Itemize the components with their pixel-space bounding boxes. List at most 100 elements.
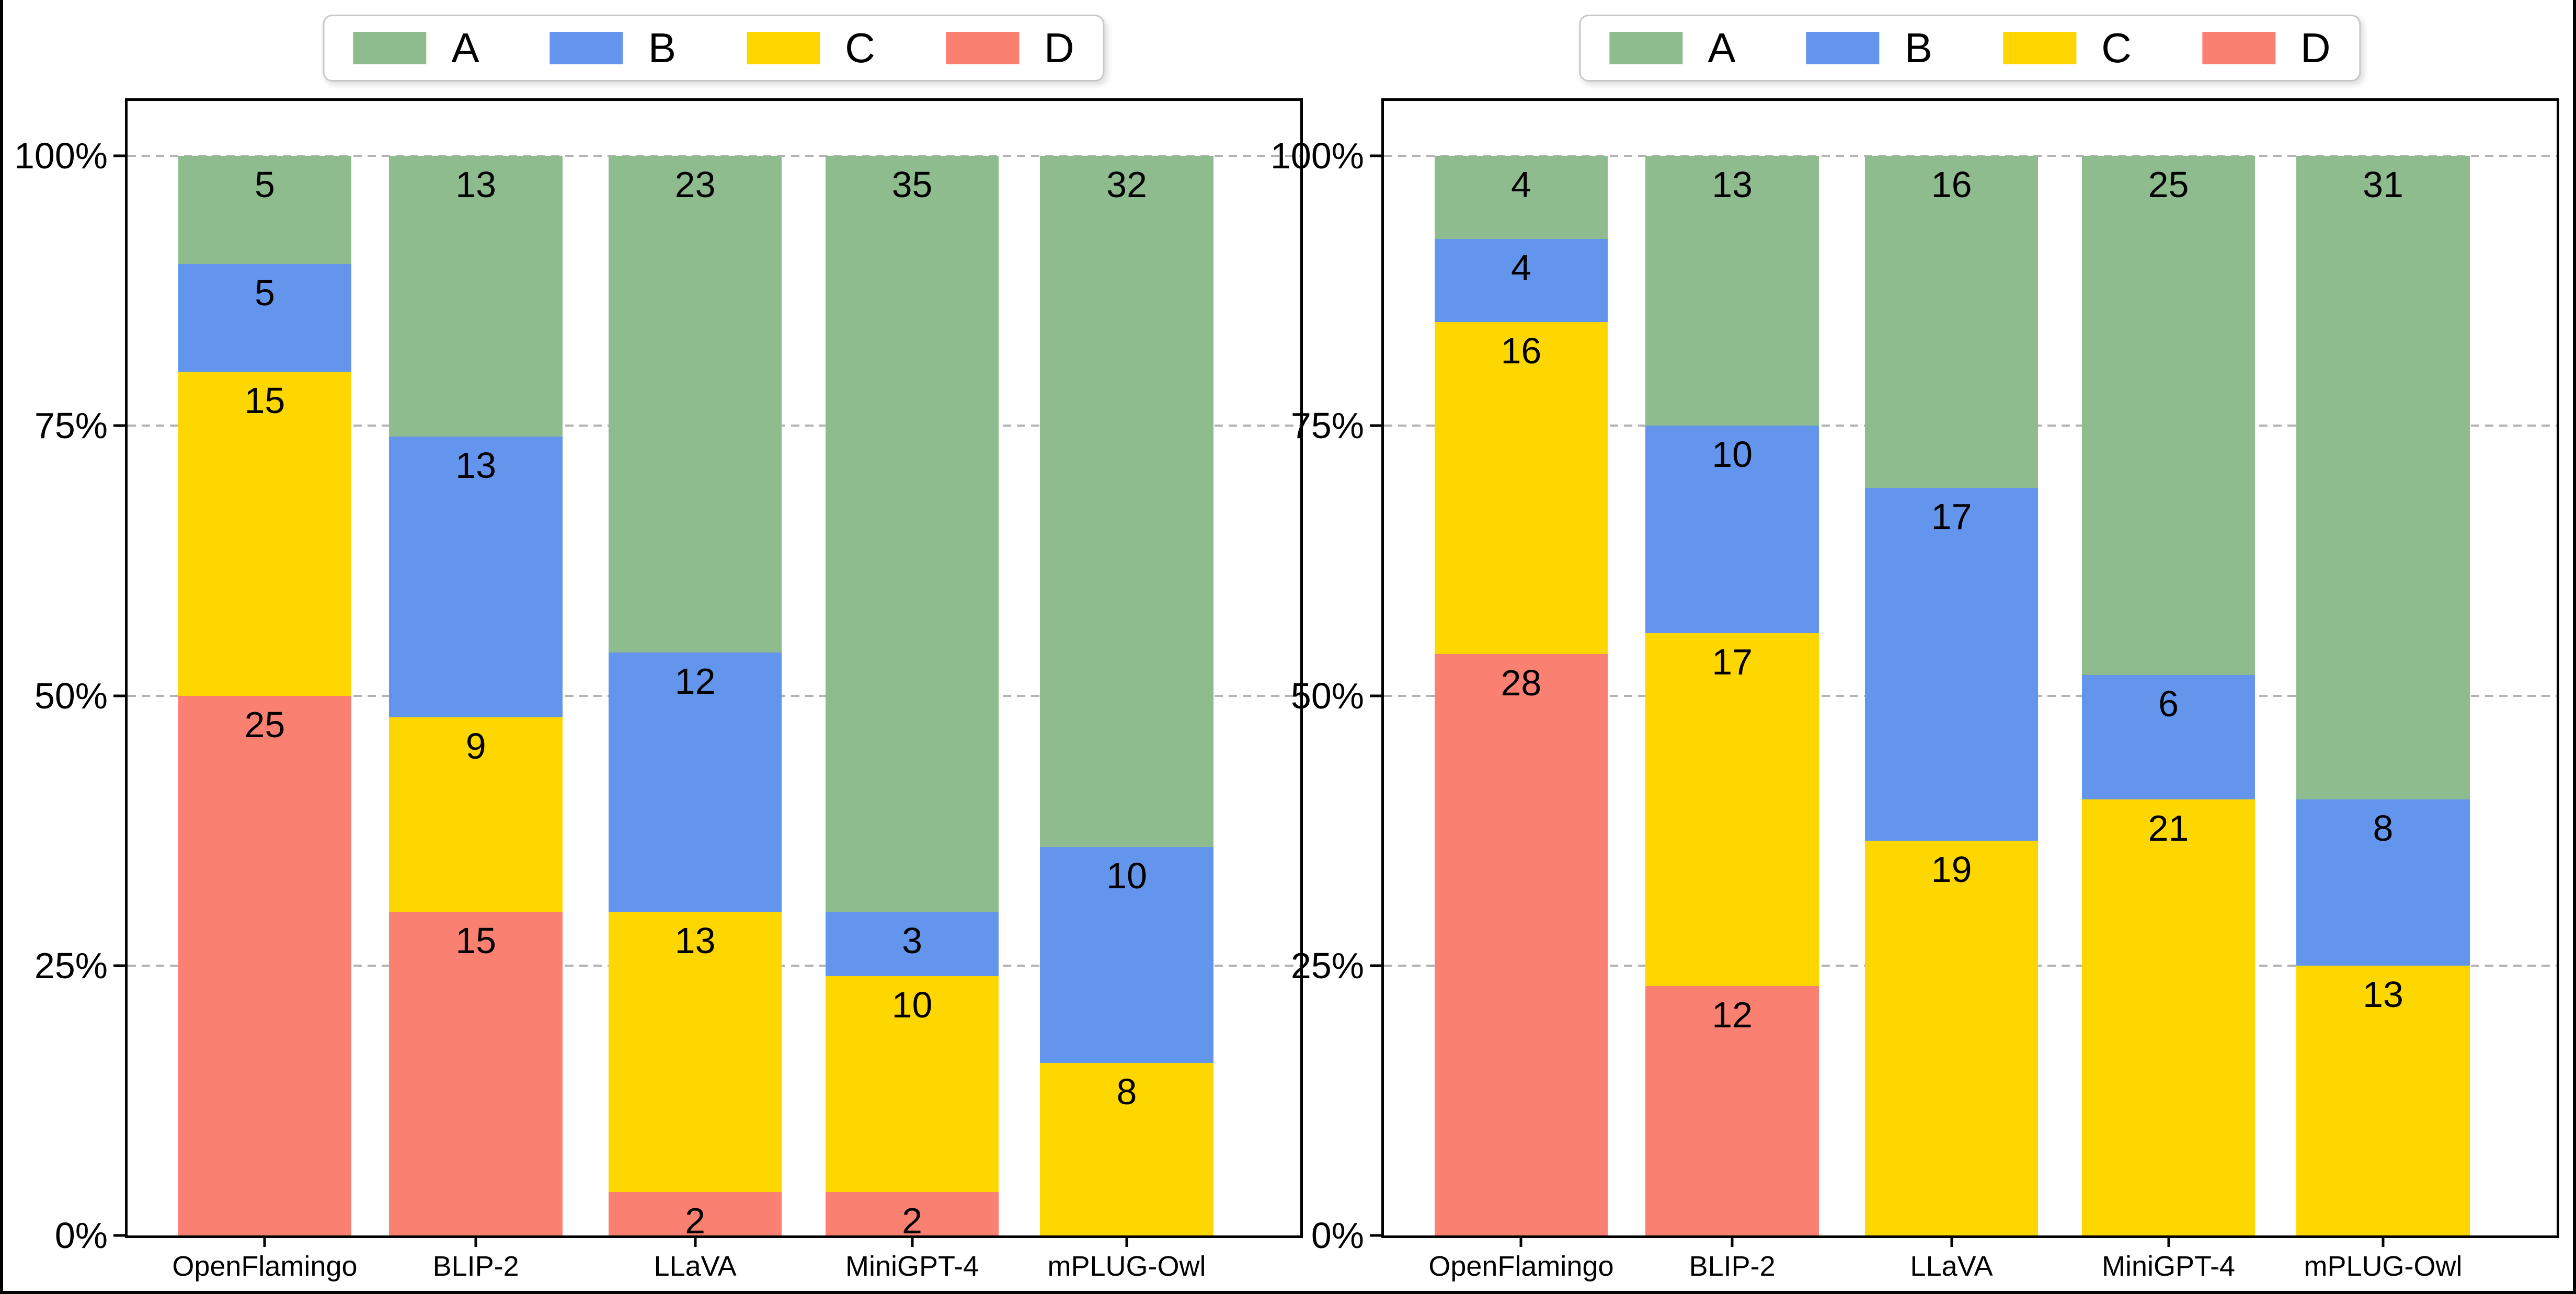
stacked-bar-BLIP-2: 12 17 10 13 xyxy=(1645,156,1819,1235)
y-tick-mark-100 xyxy=(113,154,125,157)
gridline-100 xyxy=(1384,155,2557,157)
bar-segment-C xyxy=(1864,841,2039,1235)
chart-right-value-area: 0%25%50%75%100%2816441217101301917160216… xyxy=(1270,138,2557,1254)
stacked-bar-mPLUG-Owl: 013831 xyxy=(2296,156,2470,1235)
x-axis-label-MiniGPT-4: MiniGPT-4 xyxy=(2102,1251,2236,1282)
legend-item-c: C xyxy=(747,27,875,69)
y-tick-label-50: 50% xyxy=(34,675,108,716)
legend-swatch-a xyxy=(353,32,427,64)
bar-segment-B xyxy=(608,652,782,912)
x-axis-label-mPLUG-Owl: mPLUG-Owl xyxy=(2304,1251,2463,1282)
x-tick-mark-LLaVA xyxy=(694,1235,697,1247)
bar-segment-D xyxy=(1434,654,1608,1235)
stacked-bar-LLaVA: 2 13 12 23 xyxy=(608,156,782,1239)
x-tick-mark-OpenFlamingo xyxy=(1519,1235,1522,1247)
bar-segment-B xyxy=(1040,846,1213,1063)
x-axis-label-BLIP-2: BLIP-2 xyxy=(432,1251,519,1282)
bar-segment-A xyxy=(1645,156,1819,426)
legend-swatch-b xyxy=(1806,32,1880,64)
chart-left-plot-area: 0% 25% 50% 75% 100% 25 15 5 5 15 9 13 13 2 13 12 23 2 10 3 3… xyxy=(14,98,1303,1280)
stacked-bar-OpenFlamingo: 28 16 4 4 xyxy=(1434,156,1608,1235)
bar-segment-A xyxy=(389,156,563,437)
bar-value-label-A: 13 xyxy=(1712,164,1753,205)
gridline-100 xyxy=(128,155,1300,157)
stacked-bar-MiniGPT-4: 021625 xyxy=(2081,156,2256,1235)
y-tick-mark-75 xyxy=(113,424,125,427)
chart-right-plot-area: 0%25%50%75%100%2816441217101301917160216… xyxy=(1270,98,2559,1280)
bar-value-label-B: 4 xyxy=(1510,247,1531,288)
y-tick-mark-0 xyxy=(1370,1234,1381,1237)
bar-segment-B xyxy=(1434,238,1608,322)
legend-swatch-c xyxy=(747,32,820,64)
bar-value-label-A: 13 xyxy=(455,164,497,205)
bar-segment-D xyxy=(178,695,352,1235)
x-axis-label-LLaVA: LLaVA xyxy=(1910,1251,1993,1282)
legend-item-c: C xyxy=(2003,27,2132,69)
bar-segment-C xyxy=(1434,322,1608,655)
legend-right: A B C D xyxy=(1579,15,2361,82)
figure-border-bottom xyxy=(0,1291,2576,1294)
bar-value-label-B: 8 xyxy=(2373,808,2394,849)
bar-value-label-C: 16 xyxy=(1501,330,1542,371)
bar-segment-B xyxy=(1645,426,1819,634)
legend-swatch-d xyxy=(945,32,1019,64)
bar-value-label-B: 10 xyxy=(1106,855,1147,896)
legend-item-b: B xyxy=(549,27,676,69)
x-axis-label-mPLUG-Owl: mPLUG-Owl xyxy=(1047,1251,1206,1282)
bar-value-label-A: 4 xyxy=(1510,164,1531,205)
chart-left-value-area: 0% 25% 50% 75% 100% 25 15 5 5 15 9 13 13 2 13 12 23 2 10 3 3… xyxy=(14,138,1300,1254)
legend-left: A B C D xyxy=(323,15,1105,82)
bar-value-label-B: 5 xyxy=(254,272,275,313)
bar-segment-C xyxy=(2296,965,2470,1235)
stacked-bar-LLaVA: 0191716 xyxy=(1864,156,2039,1235)
x-axis-label-BLIP-2: BLIP-2 xyxy=(1689,1251,1776,1282)
bar-value-label-C: 8 xyxy=(1116,1071,1137,1112)
bar-value-label-A: 35 xyxy=(891,164,933,205)
bar-segment-A xyxy=(1434,156,1608,239)
bar-segment-C xyxy=(608,911,782,1193)
y-tick-mark-25 xyxy=(113,964,125,967)
legend-swatch-d xyxy=(2202,32,2275,64)
bar-value-label-A: 16 xyxy=(1931,164,1972,205)
bar-segment-A xyxy=(2081,156,2256,675)
legend-label-d: D xyxy=(2300,25,2331,71)
bar-segment-C xyxy=(825,976,999,1193)
bar-value-label-A: 25 xyxy=(2148,164,2189,205)
bar-segment-D xyxy=(389,911,563,1235)
y-tick-mark-25 xyxy=(1370,964,1381,967)
bar-value-label-A: 31 xyxy=(2363,164,2403,205)
bar-segment-D xyxy=(1645,986,1819,1235)
bar-value-label-D: 28 xyxy=(1501,662,1542,704)
x-tick-mark-mPLUG-Owl xyxy=(2382,1235,2385,1247)
x-axis-label-MiniGPT-4: MiniGPT-4 xyxy=(845,1251,979,1282)
bar-segment-B xyxy=(389,436,563,717)
bar-segment-B xyxy=(178,264,352,372)
bar-segment-A xyxy=(2296,156,2470,800)
y-tick-mark-100 xyxy=(1370,154,1381,157)
bar-segment-C xyxy=(1645,633,1819,987)
legend-swatch-a xyxy=(1609,32,1683,64)
bar-segment-A xyxy=(1040,156,1213,847)
bar-segment-C xyxy=(389,717,563,912)
bar-segment-C xyxy=(2081,799,2256,1235)
legend-label-b: B xyxy=(1904,25,1933,71)
legend-label-c: C xyxy=(2101,25,2132,71)
x-tick-mark-MiniGPT-4 xyxy=(2167,1235,2170,1247)
bar-value-label-D: 12 xyxy=(1712,994,1753,1036)
x-tick-mark-mPLUG-Owl xyxy=(1125,1235,1128,1247)
bar-value-label-C: 21 xyxy=(2148,808,2189,849)
bar-value-label-B: 10 xyxy=(1712,434,1753,475)
bar-segment-A xyxy=(1864,156,2039,488)
bar-segment-A xyxy=(825,156,999,912)
bar-segment-C xyxy=(1040,1062,1213,1235)
bar-value-label-D: 15 xyxy=(455,920,497,961)
x-tick-mark-LLaVA xyxy=(1950,1235,1953,1247)
y-tick-label-0: 0% xyxy=(54,1215,108,1256)
y-tick-mark-0 xyxy=(113,1234,125,1237)
figure-border-right xyxy=(2573,0,2576,1294)
x-axis-label-LLaVA: LLaVA xyxy=(654,1251,737,1282)
bar-segment-B xyxy=(825,911,999,977)
stacked-bar-OpenFlamingo: 25 15 5 5 xyxy=(178,156,352,1235)
legend-label-a: A xyxy=(451,25,479,71)
bar-segment-B xyxy=(2081,674,2256,800)
